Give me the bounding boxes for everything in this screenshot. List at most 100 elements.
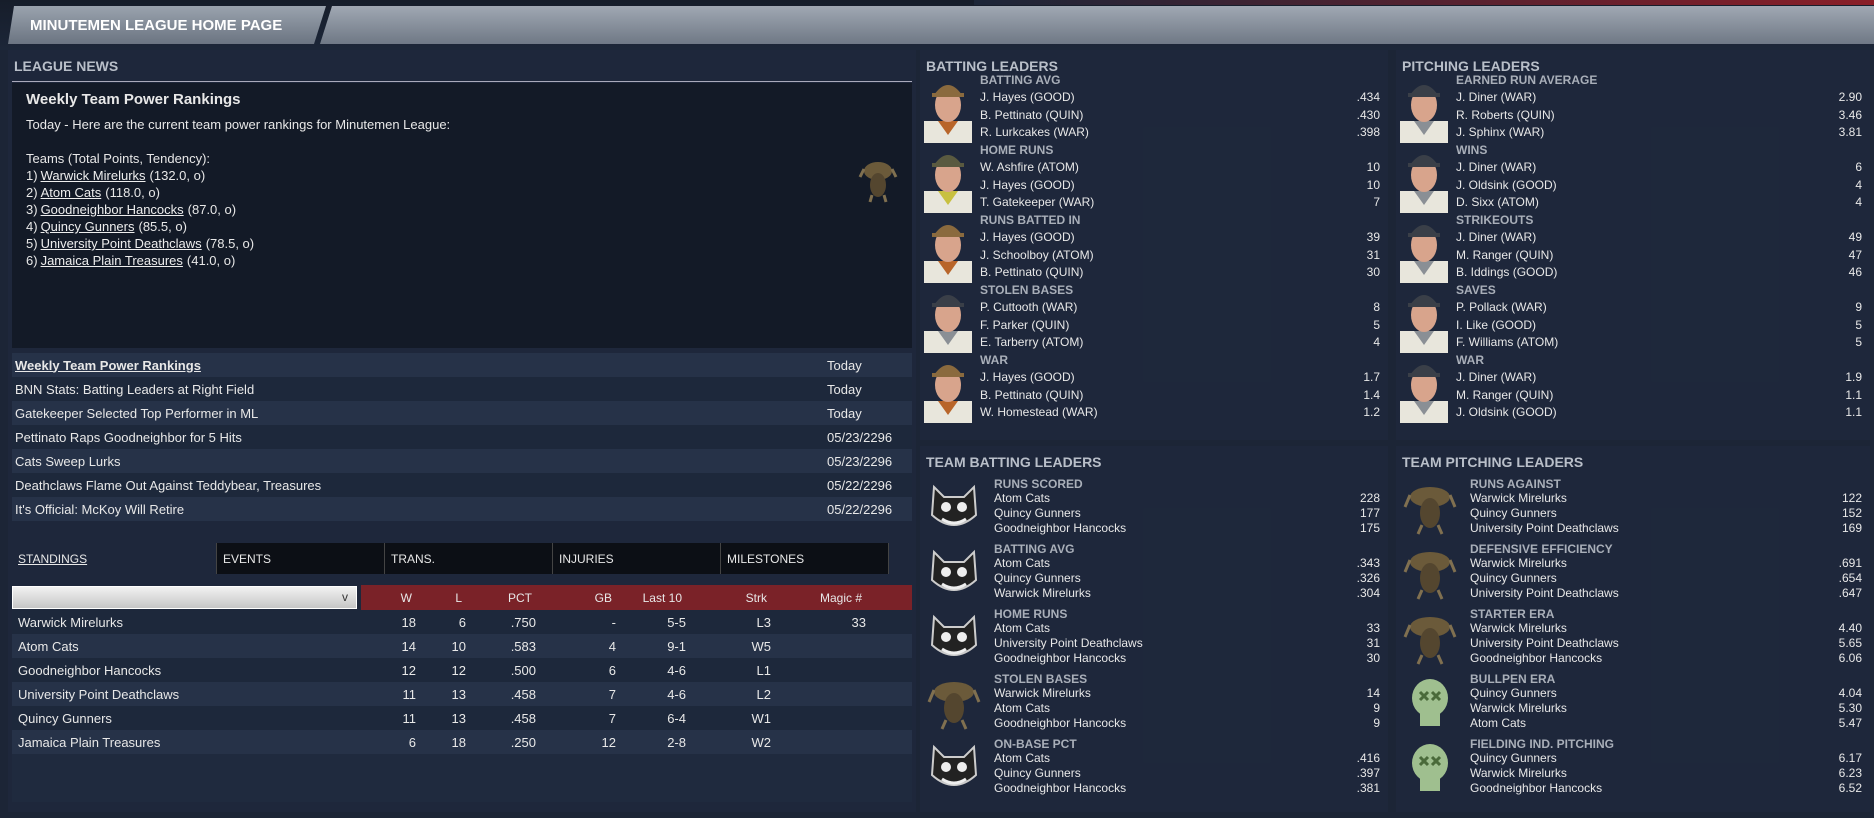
team-link[interactable]: Atom Cats	[40, 185, 102, 200]
leader-row[interactable]: Warwick Mirelurks 6.23	[1470, 766, 1862, 781]
team-link[interactable]: University Point Deathclaws	[40, 236, 202, 251]
leader-row[interactable]: P. Pollack (WAR) 9	[1456, 300, 1862, 314]
player-avatar[interactable]	[1400, 215, 1448, 283]
leader-row[interactable]: J. Diner (WAR) 6	[1456, 160, 1862, 174]
player-avatar[interactable]	[1400, 285, 1448, 353]
tab-milestones[interactable]: MILESTONES	[721, 543, 889, 574]
leader-row[interactable]: B. Iddings (GOOD) 46	[1456, 265, 1862, 279]
leader-row[interactable]: D. Sixx (ATOM) 4	[1456, 195, 1862, 209]
column-header[interactable]: W	[400, 590, 412, 605]
team-link[interactable]: Warwick Mirelurks	[40, 168, 146, 183]
leader-row[interactable]: J. Hayes (GOOD) 1.7	[980, 370, 1380, 384]
leader-row[interactable]: Warwick Mirelurks 122	[1470, 491, 1862, 506]
cat-logo-icon[interactable]	[926, 544, 982, 600]
standings-row[interactable]: Warwick Mirelurks 18 6 .750 - 5-5 L3 33	[12, 610, 912, 634]
player-avatar[interactable]	[924, 75, 972, 143]
tab-standings[interactable]: STANDINGS	[12, 543, 217, 574]
leader-row[interactable]: Atom Cats 228	[994, 491, 1380, 506]
leader-row[interactable]: University Point Deathclaws 31	[994, 636, 1380, 651]
tab-trans[interactable]: TRANS.	[385, 543, 553, 574]
player-avatar[interactable]	[1400, 145, 1448, 213]
leader-row[interactable]: F. Williams (ATOM) 5	[1456, 335, 1862, 349]
leader-row[interactable]: Goodneighbor Hancocks 6.06	[1470, 651, 1862, 666]
leader-row[interactable]: B. Pettinato (QUIN) .430	[980, 108, 1380, 122]
leader-row[interactable]: University Point Deathclaws .647	[1470, 586, 1862, 601]
skull-logo-icon[interactable]	[1402, 674, 1458, 730]
player-avatar[interactable]	[924, 145, 972, 213]
column-header[interactable]: L	[455, 590, 462, 605]
leader-row[interactable]: Atom Cats 9	[994, 701, 1380, 716]
leader-row[interactable]: J. Oldsink (GOOD) 1.1	[1456, 405, 1862, 419]
leader-row[interactable]: I. Like (GOOD) 5	[1456, 318, 1862, 332]
leader-row[interactable]: Atom Cats 5.47	[1470, 716, 1862, 731]
leader-row[interactable]: W. Ashfire (ATOM) 10	[980, 160, 1380, 174]
mirelurk-logo-icon[interactable]	[1402, 479, 1458, 535]
column-header[interactable]: Magic #	[819, 590, 862, 605]
leader-row[interactable]: Atom Cats 33	[994, 621, 1380, 636]
leader-row[interactable]: Goodneighbor Hancocks .381	[994, 781, 1380, 796]
player-avatar[interactable]	[924, 215, 972, 283]
standings-row[interactable]: Jamaica Plain Treasures 6 18 .250 12 2-8 W2	[12, 730, 912, 754]
leader-row[interactable]: Goodneighbor Hancocks 9	[994, 716, 1380, 731]
leader-row[interactable]: Goodneighbor Hancocks 6.52	[1470, 781, 1862, 796]
news-item[interactable]: Pettinato Raps Goodneighbor for 5 Hits 05…	[12, 425, 912, 449]
leader-row[interactable]: Warwick Mirelurks .691	[1470, 556, 1862, 571]
standings-row[interactable]: University Point Deathclaws 11 13 .458 7 4-6 L…	[12, 682, 912, 706]
skull-logo-icon[interactable]	[1402, 739, 1458, 795]
leader-row[interactable]: Atom Cats .416	[994, 751, 1380, 766]
news-item[interactable]: Deathclaws Flame Out Against Teddybear, …	[12, 473, 912, 497]
leader-row[interactable]: Warwick Mirelurks 5.30	[1470, 701, 1862, 716]
leader-row[interactable]: University Point Deathclaws 5.65	[1470, 636, 1862, 651]
leader-row[interactable]: J. Diner (WAR) 1.9	[1456, 370, 1862, 384]
leader-row[interactable]: J. Sphinx (WAR) 3.81	[1456, 125, 1862, 139]
mirelurk-logo-icon[interactable]	[1402, 544, 1458, 600]
leader-row[interactable]: Goodneighbor Hancocks 175	[994, 521, 1380, 536]
division-dropdown[interactable]: v	[12, 586, 357, 609]
player-avatar[interactable]	[924, 355, 972, 423]
column-header[interactable]: Last 10	[642, 590, 682, 605]
leader-row[interactable]: T. Gatekeeper (WAR) 7	[980, 195, 1380, 209]
player-avatar[interactable]	[1400, 75, 1448, 143]
cat-logo-icon[interactable]	[926, 609, 982, 665]
player-avatar[interactable]	[1400, 355, 1448, 423]
team-link[interactable]: Goodneighbor Hancocks	[40, 202, 184, 217]
news-item[interactable]: Weekly Team Power Rankings Today	[12, 353, 912, 377]
leader-row[interactable]: R. Roberts (QUIN) 3.46	[1456, 108, 1862, 122]
leader-row[interactable]: P. Cuttooth (WAR) 8	[980, 300, 1380, 314]
news-item[interactable]: Cats Sweep Lurks 05/23/2296	[12, 449, 912, 473]
column-header[interactable]: GB	[594, 590, 612, 605]
leader-row[interactable]: Warwick Mirelurks .304	[994, 586, 1380, 601]
leader-row[interactable]: J. Oldsink (GOOD) 4	[1456, 178, 1862, 192]
leader-row[interactable]: Atom Cats .343	[994, 556, 1380, 571]
standings-row[interactable]: Goodneighbor Hancocks 12 12 .500 6 4-6 L1	[12, 658, 912, 682]
leader-row[interactable]: J. Diner (WAR) 2.90	[1456, 90, 1862, 104]
team-link[interactable]: Quincy Gunners	[40, 219, 135, 234]
standings-row[interactable]: Atom Cats 14 10 .583 4 9-1 W5	[12, 634, 912, 658]
leader-row[interactable]: J. Hayes (GOOD) 39	[980, 230, 1380, 244]
leader-row[interactable]: J. Diner (WAR) 49	[1456, 230, 1862, 244]
team-link[interactable]: Jamaica Plain Treasures	[40, 253, 183, 268]
leader-row[interactable]: R. Lurkcakes (WAR) .398	[980, 125, 1380, 139]
leader-row[interactable]: M. Ranger (QUIN) 47	[1456, 248, 1862, 262]
column-header[interactable]: Strk	[745, 590, 767, 605]
leader-row[interactable]: J. Hayes (GOOD) 10	[980, 178, 1380, 192]
leader-row[interactable]: E. Tarberry (ATOM) 4	[980, 335, 1380, 349]
leader-row[interactable]: University Point Deathclaws 169	[1470, 521, 1862, 536]
leader-row[interactable]: J. Hayes (GOOD) .434	[980, 90, 1380, 104]
tab-events[interactable]: EVENTS	[217, 543, 385, 574]
leader-row[interactable]: Quincy Gunners .397	[994, 766, 1380, 781]
leader-row[interactable]: Quincy Gunners .654	[1470, 571, 1862, 586]
player-avatar[interactable]	[924, 285, 972, 353]
leader-row[interactable]: Quincy Gunners 177	[994, 506, 1380, 521]
leader-row[interactable]: B. Pettinato (QUIN) 30	[980, 265, 1380, 279]
leader-row[interactable]: M. Ranger (QUIN) 1.1	[1456, 388, 1862, 402]
mirelurk-logo-icon[interactable]	[1402, 609, 1458, 665]
leader-row[interactable]: J. Schoolboy (ATOM) 31	[980, 248, 1380, 262]
standings-row[interactable]: Quincy Gunners 11 13 .458 7 6-4 W1	[12, 706, 912, 730]
leader-row[interactable]: Warwick Mirelurks 4.40	[1470, 621, 1862, 636]
leader-row[interactable]: Goodneighbor Hancocks 30	[994, 651, 1380, 666]
news-item[interactable]: Gatekeeper Selected Top Performer in ML T…	[12, 401, 912, 425]
cat-logo-icon[interactable]	[926, 739, 982, 795]
leader-row[interactable]: Quincy Gunners 6.17	[1470, 751, 1862, 766]
tab-injuries[interactable]: INJURIES	[553, 543, 721, 574]
